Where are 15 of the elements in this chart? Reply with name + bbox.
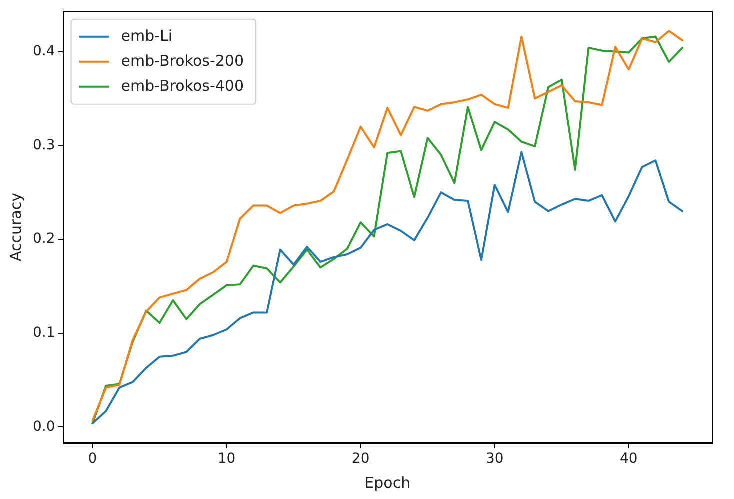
y-tick-label: 0.4	[33, 43, 56, 60]
y-tick-label: 0.0	[33, 418, 56, 435]
x-tick-label: 0	[88, 451, 98, 468]
y-axis-title: Accuracy	[6, 192, 25, 262]
x-tick-label: 20	[352, 451, 370, 468]
x-axis-title: Epoch	[364, 474, 411, 492]
x-tick-label: 30	[486, 451, 504, 468]
legend-label: emb-Li	[121, 26, 173, 45]
x-tick-label: 10	[218, 451, 236, 468]
legend-label: emb-Brokos-200	[121, 52, 244, 70]
legend-label: emb-Brokos-400	[121, 76, 244, 95]
y-tick-label: 0.1	[33, 325, 56, 342]
y-tick-label: 0.3	[33, 137, 56, 154]
x-tick-label: 40	[620, 451, 638, 468]
y-tick-label: 0.2	[33, 231, 56, 248]
